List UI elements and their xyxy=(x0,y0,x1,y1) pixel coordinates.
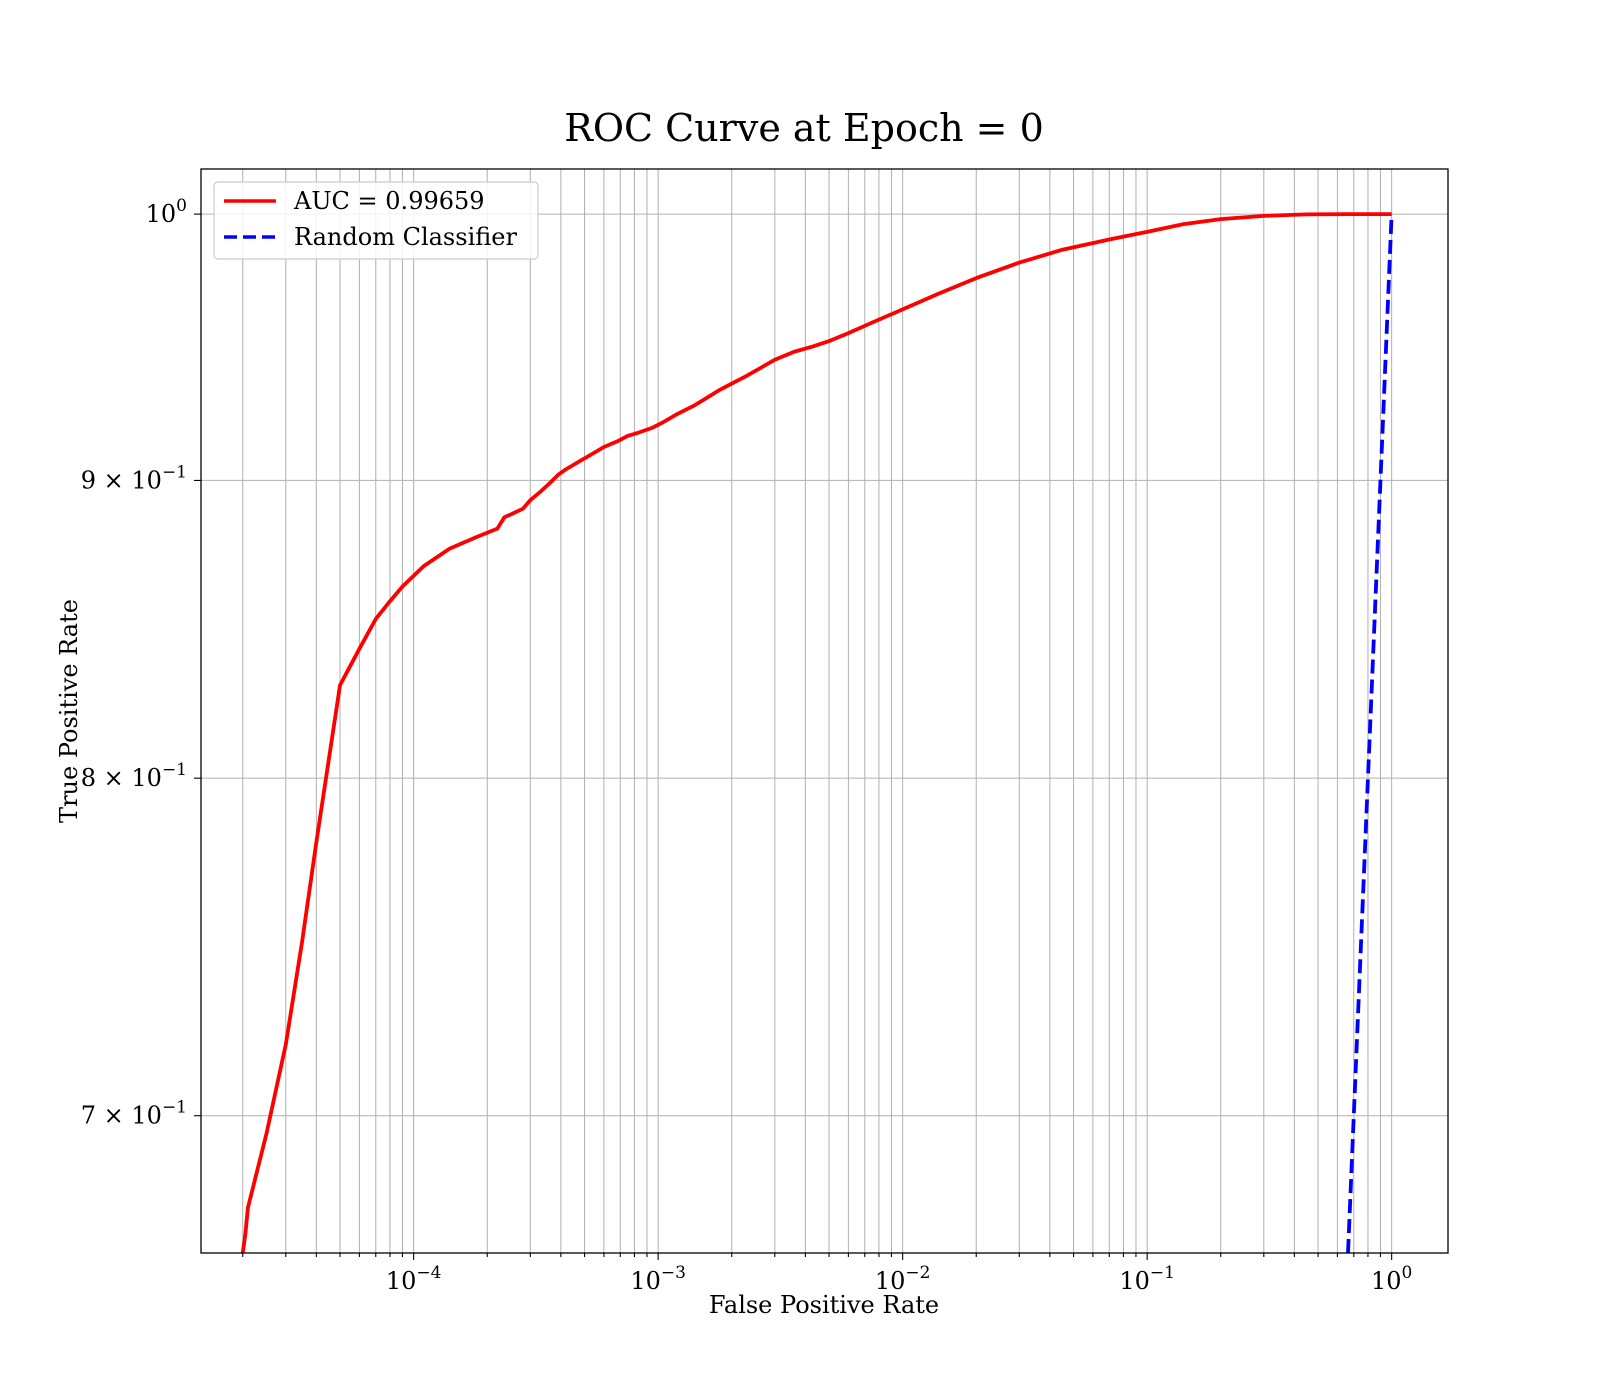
random-classifier-line xyxy=(1346,214,1394,1254)
chart-title: ROC Curve at Epoch = 0 xyxy=(564,106,1044,150)
roc-curve-line xyxy=(240,212,1392,1254)
legend-label-auc: AUC = 0.99659 xyxy=(293,187,485,215)
grid-layer xyxy=(201,169,1448,1253)
y-tick-label: 7 × 10−1 xyxy=(81,1098,187,1130)
legend-label-random: Random Classifier xyxy=(294,223,517,251)
legend: AUC = 0.99659 Random Classifier xyxy=(213,181,539,260)
series-layer xyxy=(240,212,1394,1254)
x-axis-label: False Positive Rate xyxy=(709,1291,939,1319)
x-tick-layer: 10−4 10−3 10−2 10−1 100 xyxy=(242,1253,1412,1295)
x-tick-label: 10−3 xyxy=(630,1263,686,1295)
y-tick-label: 9 × 10−1 xyxy=(81,462,187,494)
y-tick-layer: 100 9 × 10−1 8 × 10−1 7 × 10−1 xyxy=(81,196,201,1130)
x-tick-label: 10−4 xyxy=(386,1263,442,1295)
x-tick-label: 10−2 xyxy=(875,1263,931,1295)
legend-frame xyxy=(213,181,539,260)
y-tick-label: 100 xyxy=(146,196,187,228)
plot-frame xyxy=(200,168,1449,1254)
y-tick-label: 8 × 10−1 xyxy=(81,760,187,792)
x-tick-label: 100 xyxy=(1371,1263,1412,1295)
x-tick-label: 10−1 xyxy=(1119,1263,1175,1295)
y-axis-label: True Positive Rate xyxy=(55,599,83,823)
